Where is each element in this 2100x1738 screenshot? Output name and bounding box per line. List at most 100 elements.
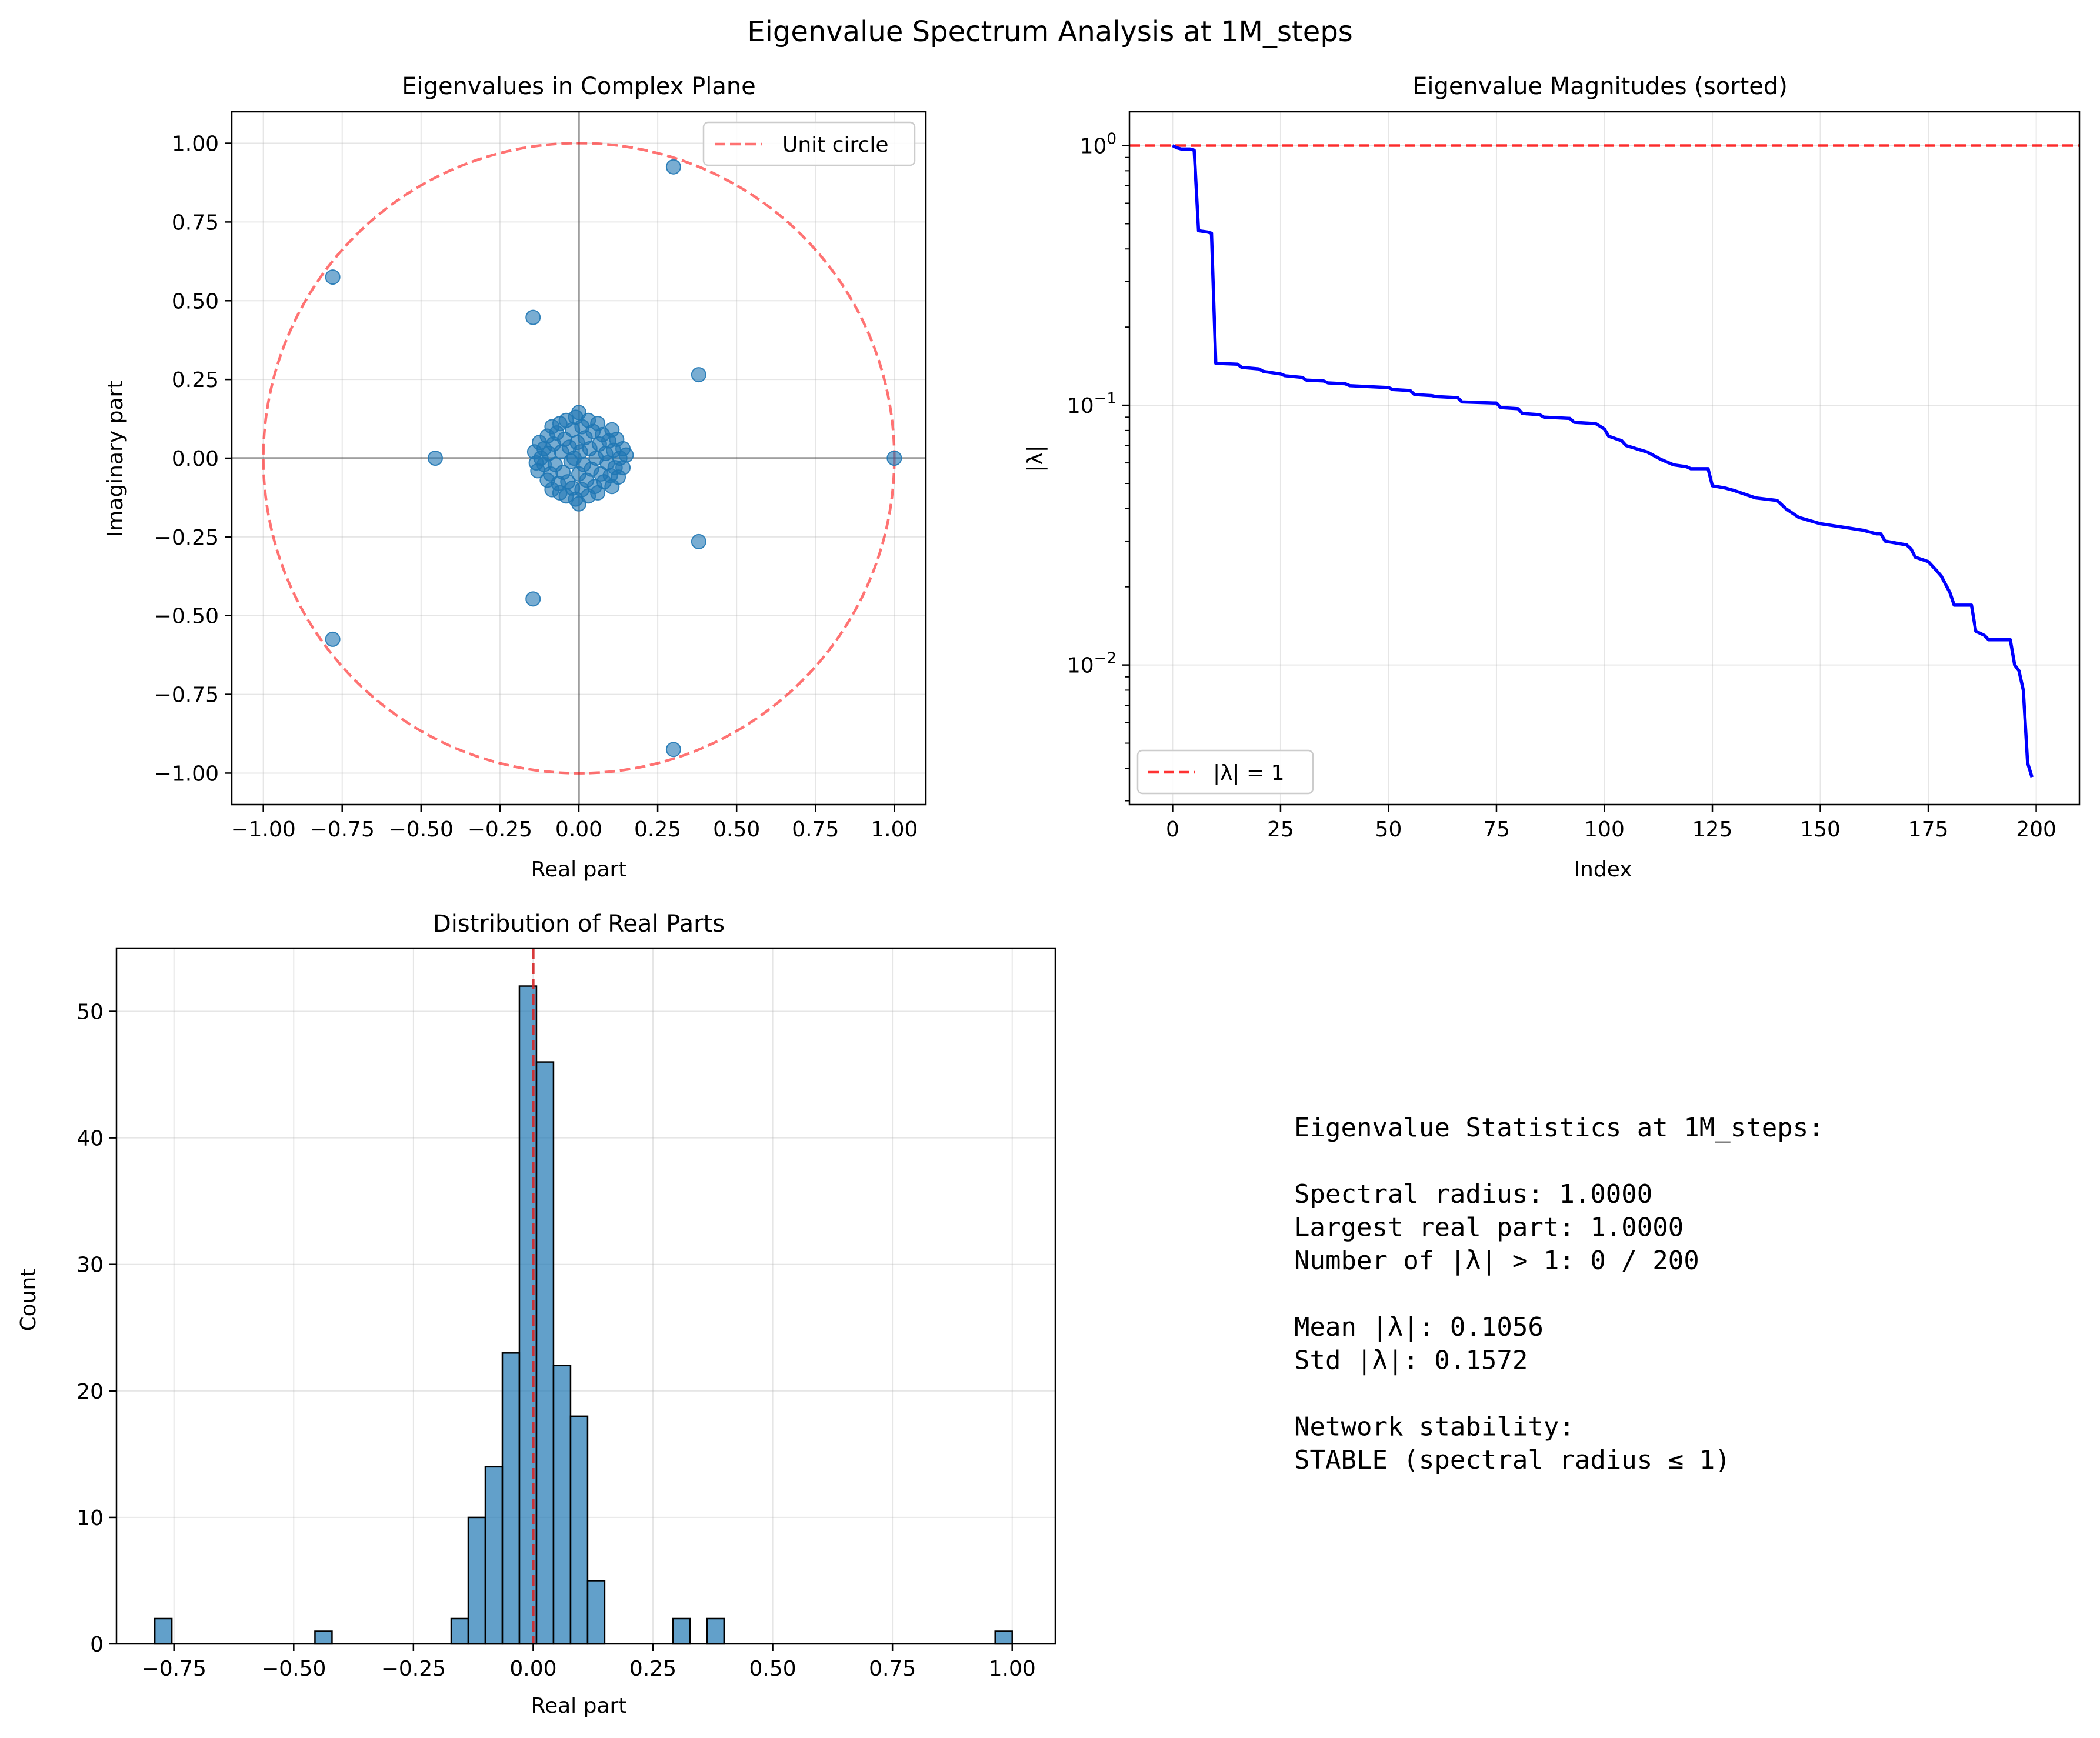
stats-line: STABLE (spectral radius ≤ 1) [1294, 1445, 1731, 1475]
y-tick-label: −1.00 [154, 762, 219, 786]
x-tick-label: 100 [1584, 818, 1625, 842]
histogram-frame [115, 947, 1056, 1645]
x-tick-label: −0.25 [468, 818, 532, 842]
eigenvalue-point [615, 460, 631, 476]
y-tick-label: 0.50 [172, 289, 219, 313]
y-tick-label: 10−2 [1067, 650, 1116, 678]
complex-plane-title: Eigenvalues in Complex Plane [402, 73, 756, 100]
histogram-bar [154, 1617, 173, 1645]
magnitudes-ylabel: |λ| [1024, 445, 1048, 472]
x-tick-label: 50 [1375, 818, 1402, 842]
y-tick-label: 0 [90, 1633, 104, 1657]
histogram-bar [994, 1630, 1013, 1645]
stats-line: Network stability: [1294, 1412, 1575, 1442]
magnitudes-legend: |λ| = 1 [1136, 749, 1314, 795]
x-tick-label: 0.25 [634, 818, 681, 842]
eigenvalue-point [886, 451, 902, 466]
complex-plane-ylabel: Imaginary part [104, 381, 128, 538]
figure-title: Eigenvalue Spectrum Analysis at 1M_steps [747, 15, 1353, 48]
y-tick-label: 40 [76, 1127, 104, 1151]
histogram-bar [706, 1617, 725, 1645]
y-tick-label: 50 [76, 1000, 104, 1025]
histogram-bar [672, 1617, 691, 1645]
x-tick-label: 0.75 [792, 818, 839, 842]
eigenvalue-point [325, 631, 341, 647]
magnitudes-xlabel: Index [1574, 858, 1632, 882]
x-tick-label: 1.00 [871, 818, 918, 842]
magnitudes-chart: Eigenvalue Magnitudes (sorted) Index |λ|… [1024, 73, 2081, 882]
x-tick-label: −0.50 [261, 1657, 326, 1681]
eigenvalue-point [665, 742, 681, 758]
magnitudes-title: Eigenvalue Magnitudes (sorted) [1412, 73, 1788, 100]
eigenvalue-point [427, 451, 443, 466]
x-tick-label: 200 [2016, 818, 2056, 842]
histogram-bar [535, 1061, 555, 1645]
histogram-ylabel: Count [16, 1269, 41, 1332]
y-tick-label: 20 [76, 1380, 104, 1404]
complex-plane-frame [231, 111, 927, 806]
x-tick-label: 0 [1166, 818, 1179, 842]
x-tick-label: 150 [1800, 818, 1841, 842]
eigenvalue-point [525, 309, 541, 325]
histogram-bar [484, 1466, 504, 1645]
x-tick-label: 0.75 [869, 1657, 916, 1681]
eigenvalue-point [525, 591, 541, 607]
x-tick-label: 0.00 [509, 1657, 556, 1681]
x-tick-label: 0.25 [629, 1657, 676, 1681]
y-tick-label: 10−1 [1067, 390, 1116, 418]
y-tick-label: −0.50 [154, 605, 219, 629]
y-tick-label: 0.00 [172, 447, 219, 471]
eigenvalue-point [618, 447, 634, 463]
eigenvalue-point [691, 533, 706, 549]
y-tick-label: 0.25 [172, 368, 219, 392]
y-tick-label: 0.75 [172, 211, 219, 235]
x-tick-label: 0.50 [713, 818, 760, 842]
histogram-bar [552, 1365, 572, 1645]
legend-unit-magnitude: |λ| = 1 [1213, 761, 1285, 785]
histogram-xlabel: Real part [531, 1694, 627, 1718]
stats-line: Largest real part: 1.0000 [1294, 1213, 1684, 1243]
eigenvalue-point [691, 367, 706, 383]
magnitudes-frame [1128, 111, 2081, 806]
histogram-bar [569, 1415, 589, 1645]
eigenvalue-point [665, 159, 681, 175]
complex-plane-xlabel: Real part [531, 858, 627, 882]
histogram-bar [450, 1617, 469, 1645]
x-tick-label: 75 [1483, 818, 1510, 842]
stats-line: Mean |λ|: 0.1056 [1294, 1312, 1544, 1342]
stats-line: Spectral radius: 1.0000 [1294, 1179, 1652, 1209]
x-tick-label: −0.25 [381, 1657, 446, 1681]
x-tick-label: 175 [1908, 818, 1949, 842]
histogram-bar [501, 1352, 521, 1645]
stats-line: Number of |λ| > 1: 0 / 200 [1294, 1246, 1699, 1276]
y-tick-label: −0.75 [154, 683, 219, 708]
y-tick-label: 1.00 [172, 132, 219, 156]
y-tick-label: 100 [1080, 131, 1116, 159]
stats-line: Eigenvalue Statistics at 1M_steps: [1294, 1113, 1824, 1143]
x-tick-label: −1.00 [231, 818, 295, 842]
histogram-title: Distribution of Real Parts [433, 910, 725, 938]
x-tick-label: −0.75 [142, 1657, 206, 1681]
histogram-bar [314, 1630, 333, 1645]
statistics-panel: Eigenvalue Statistics at 1M_steps: Spectr… [1294, 1113, 1824, 1475]
x-tick-label: 125 [1692, 818, 1733, 842]
x-tick-label: −0.50 [389, 818, 454, 842]
magnitude-series-line [1172, 144, 2034, 778]
x-tick-label: 25 [1267, 818, 1294, 842]
eigenvalue-point [325, 269, 341, 285]
histogram-bar [467, 1516, 486, 1645]
legend-unit-circle: Unit circle [782, 133, 888, 157]
eigenvalue-point [528, 455, 544, 471]
x-tick-label: 1.00 [989, 1657, 1036, 1681]
complex-plane-legend: Unit circle [702, 121, 916, 166]
x-tick-label: 0.00 [555, 818, 602, 842]
y-tick-label: 10 [76, 1506, 104, 1530]
histogram-bar [586, 1580, 606, 1645]
y-tick-label: −0.25 [154, 526, 219, 550]
y-tick-label: 30 [76, 1253, 104, 1277]
real-parts-histogram: Distribution of Real Parts Real part Cou… [16, 910, 1056, 1718]
x-tick-label: −0.75 [310, 818, 375, 842]
stats-line: Std |λ|: 0.1572 [1294, 1346, 1528, 1376]
complex-plane-chart: Eigenvalues in Complex Plane Real part I… [104, 73, 927, 882]
